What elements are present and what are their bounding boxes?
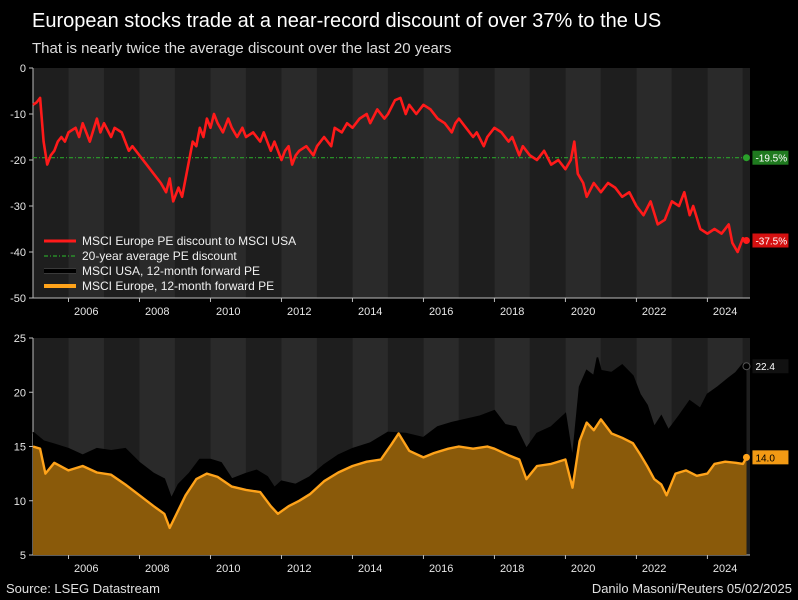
top-x-tick-label: 2014 xyxy=(358,306,382,318)
top-year-band-2007 xyxy=(103,68,140,298)
top-x-tick-label: 2008 xyxy=(145,306,169,318)
top-year-band-2013 xyxy=(316,68,353,298)
bottom-x-tick-label: 2018 xyxy=(500,563,524,575)
bottom-x-tick-label: 2020 xyxy=(571,563,595,575)
bottom-y-tick-label: 15 xyxy=(14,442,26,454)
top-year-band-2018 xyxy=(494,68,530,298)
usa-end-label: 22.4 xyxy=(755,362,775,373)
credit-note: Danilo Masoni/Reuters 05/02/2025 xyxy=(591,581,792,596)
top-year-band-2015 xyxy=(387,68,424,298)
discount-end-label-box xyxy=(752,233,789,248)
top-x-tick-label: 2012 xyxy=(287,306,311,318)
source-note: Source: LSEG Datastream xyxy=(6,581,160,596)
usa-end-dot xyxy=(742,362,751,371)
top-year-band-2006 xyxy=(68,68,104,298)
europe-end-label: 14.0 xyxy=(755,453,775,464)
average-end-label: -19.5% xyxy=(755,154,787,165)
usa-end-label-box xyxy=(752,359,789,374)
top-year-band-2016 xyxy=(423,68,459,298)
legend-label-0: MSCI Europe PE discount to MSCI USA xyxy=(82,234,296,248)
bottom-y-tick-label: 5 xyxy=(20,550,26,562)
top-year-band-2010 xyxy=(210,68,246,298)
average-end-dot xyxy=(742,154,750,162)
bottom-x-tick-label: 2008 xyxy=(145,563,169,575)
chart-subtitle: That is nearly twice the average discoun… xyxy=(32,40,452,57)
top-year-band-2023 xyxy=(671,68,708,298)
legend-label-2: MSCI USA, 12-month forward PE xyxy=(82,264,260,278)
discount-end-label: -37.5% xyxy=(755,237,787,248)
top-year-band-2025 xyxy=(742,68,750,298)
legend-label-1: 20-year average PE discount xyxy=(82,249,237,263)
top-x-tick-label: 2020 xyxy=(571,306,595,318)
top-year-band-2005 xyxy=(33,68,69,298)
bottom-x-tick-label: 2012 xyxy=(287,563,311,575)
bottom-y-tick-label: 20 xyxy=(14,387,26,399)
top-x-tick-label: 2010 xyxy=(216,306,240,318)
top-year-band-2012 xyxy=(281,68,317,298)
top-y-tick-label: -20 xyxy=(10,155,26,167)
europe-end-label-box xyxy=(752,450,789,465)
top-y-tick-label: -50 xyxy=(10,293,26,305)
bottom-y-tick-label: 25 xyxy=(14,333,26,345)
top-x-tick-label: 2006 xyxy=(74,306,98,318)
top-year-band-2011 xyxy=(245,68,282,298)
top-year-band-2022 xyxy=(636,68,672,298)
europe-pe-area xyxy=(33,419,747,555)
bottom-x-tick-label: 2022 xyxy=(642,563,666,575)
legend-label-3: MSCI Europe, 12-month forward PE xyxy=(82,279,274,293)
top-year-band-2017 xyxy=(458,68,495,298)
europe-discount-line xyxy=(32,96,748,254)
bottom-x-tick-label: 2014 xyxy=(358,563,382,575)
top-y-tick-label: -10 xyxy=(10,109,26,121)
top-year-band-2019 xyxy=(529,68,566,298)
europe-pe-line xyxy=(32,418,748,530)
discount-end-dot xyxy=(742,237,750,244)
bottom-x-tick-label: 2006 xyxy=(74,563,98,575)
top-y-tick-label: 0 xyxy=(20,63,26,75)
top-x-tick-label: 2022 xyxy=(642,306,666,318)
bottom-x-tick-label: 2010 xyxy=(216,563,240,575)
top-y-tick-label: -40 xyxy=(10,247,26,259)
top-year-band-2009 xyxy=(174,68,211,298)
europe-end-dot xyxy=(742,453,750,461)
top-year-band-2024 xyxy=(707,68,743,298)
chart-title: European stocks trade at a near-record d… xyxy=(32,10,662,32)
average-end-label-box xyxy=(752,150,789,165)
top-year-band-2014 xyxy=(352,68,388,298)
top-y-tick-label: -30 xyxy=(10,201,26,213)
bottom-y-tick-label: 10 xyxy=(14,496,26,508)
top-x-tick-label: 2016 xyxy=(429,306,453,318)
top-x-tick-label: 2018 xyxy=(500,306,524,318)
bottom-x-tick-label: 2016 xyxy=(429,563,453,575)
top-year-band-2021 xyxy=(600,68,637,298)
top-x-tick-label: 2024 xyxy=(713,306,737,318)
bottom-x-tick-label: 2024 xyxy=(713,563,737,575)
usa-pe-line xyxy=(32,357,747,501)
